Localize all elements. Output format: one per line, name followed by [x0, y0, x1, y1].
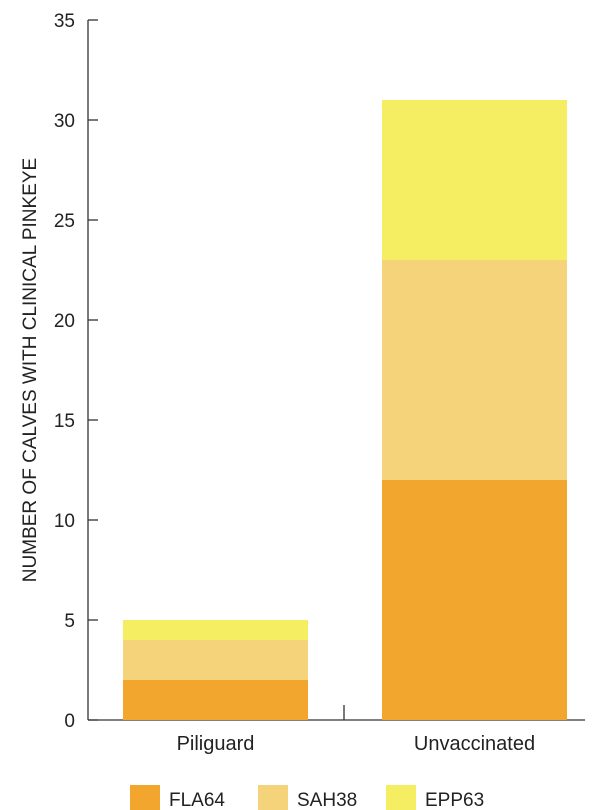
legend-swatch-sah38	[258, 785, 288, 810]
y-tick-label: 30	[54, 111, 75, 132]
legend-label-sah38: SAH38	[297, 790, 357, 810]
legend-label-fla64: FLA64	[169, 790, 225, 810]
legend-swatch-epp63	[386, 785, 416, 810]
y-tick-label: 35	[54, 11, 75, 32]
bar-piliguard-epp63	[123, 620, 308, 640]
x-category-label: Piliguard	[177, 733, 255, 755]
legend-swatch-fla64	[130, 785, 160, 810]
y-axis: 0 5 10 15 20 25 30 35	[54, 11, 98, 732]
bars	[123, 100, 567, 720]
y-tick-label: 25	[54, 211, 75, 232]
bar-piliguard-fla64	[123, 680, 308, 720]
y-tick-label: 0	[64, 711, 75, 732]
x-category-label: Unvaccinated	[414, 733, 535, 755]
y-axis-label: NUMBER OF CALVES WITH CLINICAL PINKEYE	[20, 158, 41, 582]
y-tick-label: 10	[54, 511, 75, 532]
bar-unvaccinated-sah38	[382, 260, 567, 480]
y-tick-label: 15	[54, 411, 75, 432]
legend: FLA64 SAH38 EPP63	[130, 785, 484, 810]
bar-unvaccinated-epp63	[382, 100, 567, 260]
y-tick-label: 5	[64, 611, 75, 632]
legend-label-epp63: EPP63	[425, 790, 484, 810]
bar-piliguard-sah38	[123, 640, 308, 680]
y-tick-label: 20	[54, 311, 75, 332]
bar-unvaccinated-fla64	[382, 480, 567, 720]
